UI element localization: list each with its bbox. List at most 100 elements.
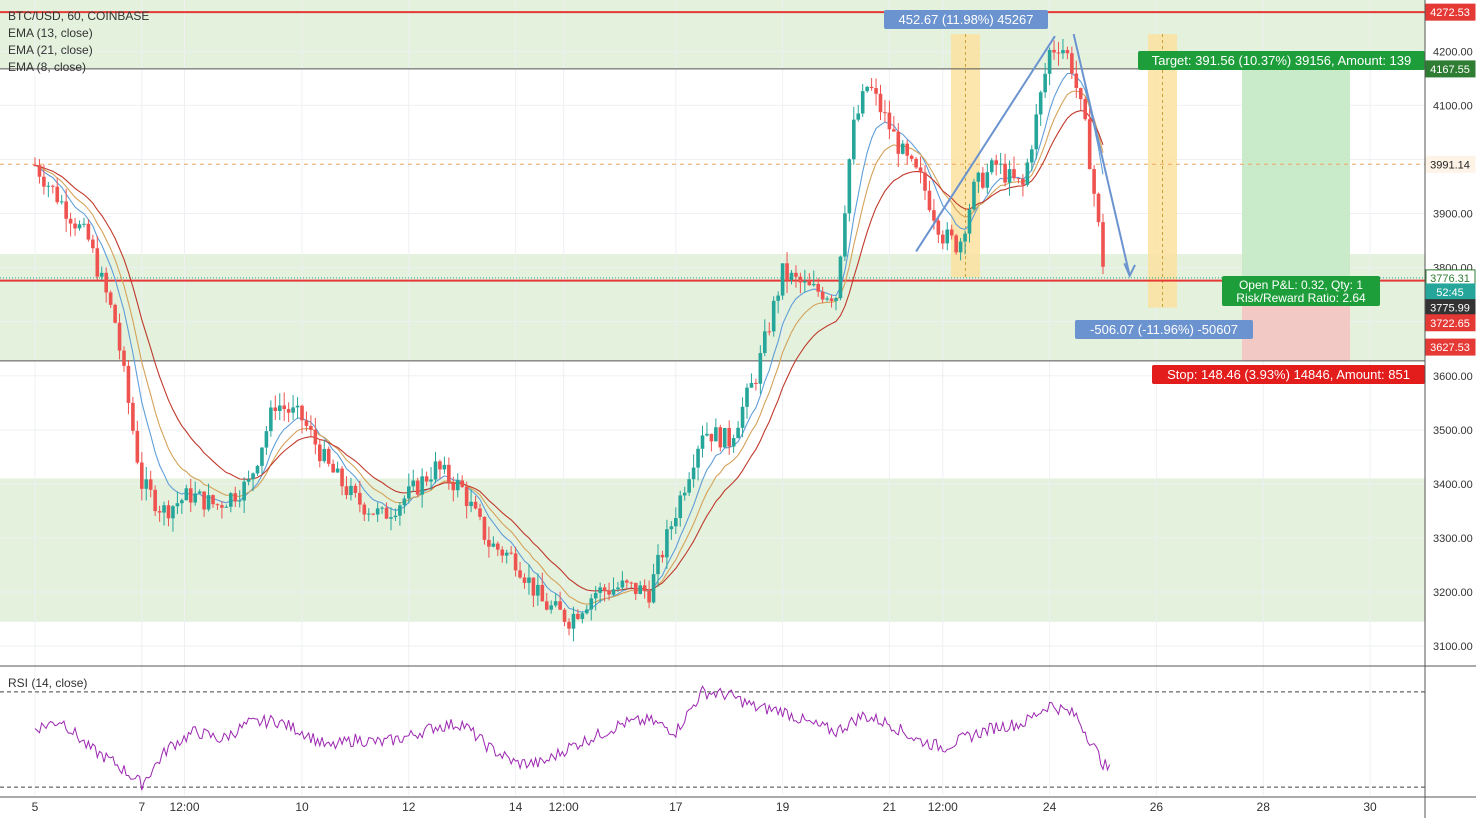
- price-axis-bg: [1425, 0, 1476, 818]
- candle-body: [500, 549, 505, 556]
- time-tick-label: 5: [32, 800, 39, 814]
- candle-body: [803, 281, 807, 283]
- candle-body: [527, 577, 531, 583]
- price-tag-bg: [1425, 338, 1476, 356]
- candle-body: [887, 112, 892, 130]
- support-zone-2: [0, 478, 1425, 622]
- price-tick-label: 3400.00: [1433, 479, 1473, 491]
- candle-body: [963, 233, 967, 242]
- candle-body: [482, 516, 487, 540]
- candle-body: [1007, 169, 1012, 183]
- candle-body: [1003, 163, 1007, 183]
- price-tick-label: 4200.00: [1433, 46, 1473, 58]
- candle-body: [117, 322, 122, 351]
- candle-body: [807, 281, 812, 286]
- candle-body: [705, 433, 709, 436]
- candle-body: [122, 350, 126, 366]
- candle-body: [607, 590, 611, 595]
- candle-body: [273, 407, 278, 411]
- candle-body: [1065, 50, 1070, 54]
- candle-body: [945, 229, 950, 244]
- candle-body: [567, 621, 571, 629]
- candle-body: [398, 505, 402, 516]
- price-tag: 3991.14: [1430, 159, 1470, 171]
- candle-body: [197, 491, 202, 494]
- price-tag-bg: [1425, 3, 1476, 21]
- candle-body: [531, 577, 536, 596]
- time-tick-label: 14: [509, 800, 523, 814]
- candle-body: [304, 420, 309, 426]
- candle-body: [638, 585, 642, 594]
- candle-body: [313, 429, 318, 445]
- candle-body: [393, 515, 398, 518]
- candle-body: [77, 224, 82, 229]
- candle-body: [331, 463, 335, 473]
- candle-body: [994, 160, 998, 165]
- candle-body: [384, 507, 389, 519]
- arrow-head: [1123, 262, 1136, 279]
- time-tick-label: 21: [883, 800, 897, 814]
- candle-body: [211, 495, 215, 505]
- candle-body: [358, 492, 362, 505]
- stop-label: Stop: 148.46 (3.93%) 14846, Amount: 851: [1167, 367, 1410, 382]
- candle-body: [1047, 49, 1052, 74]
- candle-body: [754, 382, 758, 384]
- candle-body: [33, 164, 37, 166]
- candle-body: [277, 405, 282, 411]
- candle-body: [473, 501, 478, 509]
- candle-body: [251, 473, 255, 480]
- candle-body: [954, 235, 958, 253]
- candle-body: [215, 504, 220, 506]
- candle-body: [64, 201, 68, 219]
- time-tick-label: 28: [1257, 800, 1271, 814]
- candle-body: [678, 495, 683, 519]
- time-tick-label: 19: [776, 800, 790, 814]
- candle-body: [936, 220, 941, 235]
- candle-body: [602, 587, 607, 591]
- candle-body: [153, 489, 157, 512]
- candle-body: [260, 447, 264, 466]
- candle-body: [820, 291, 825, 300]
- price-tag: 52:45: [1436, 287, 1464, 299]
- candle-body: [651, 574, 656, 603]
- candle-body: [909, 155, 914, 159]
- candle-body: [669, 526, 674, 530]
- candle-body: [549, 605, 553, 610]
- candle-body: [892, 129, 896, 132]
- candle-body: [424, 476, 429, 482]
- candle-body: [798, 276, 803, 283]
- candle-body: [633, 582, 638, 594]
- candle-body: [825, 298, 829, 300]
- candle-body: [42, 176, 46, 187]
- candle-body: [616, 587, 620, 590]
- candle-body: [714, 427, 718, 442]
- candle-body: [923, 172, 927, 191]
- candle-body: [180, 500, 184, 504]
- candle-body: [860, 91, 865, 114]
- pattern-line-up: [915, 35, 1056, 252]
- time-tick-label: 30: [1363, 800, 1377, 814]
- candle-body: [478, 508, 482, 517]
- candle-body: [206, 495, 211, 510]
- candle-body: [366, 513, 371, 515]
- candle-body: [989, 160, 994, 173]
- candle-body: [932, 210, 936, 221]
- candle-body: [700, 435, 705, 449]
- candle-body: [571, 613, 576, 629]
- candle-body: [68, 218, 73, 224]
- candle-body: [504, 552, 509, 556]
- candle-body: [166, 505, 171, 519]
- candle-body: [184, 488, 189, 501]
- candle-body: [496, 543, 500, 550]
- target-area: [1242, 68, 1350, 281]
- candle-body: [687, 479, 691, 493]
- time-tick-label: 10: [295, 800, 309, 814]
- candle-body: [82, 223, 86, 225]
- candle-body: [731, 438, 736, 447]
- candle-body: [1096, 193, 1101, 223]
- candle-body: [322, 448, 327, 462]
- candle-body: [126, 365, 131, 403]
- candle-body: [976, 172, 981, 182]
